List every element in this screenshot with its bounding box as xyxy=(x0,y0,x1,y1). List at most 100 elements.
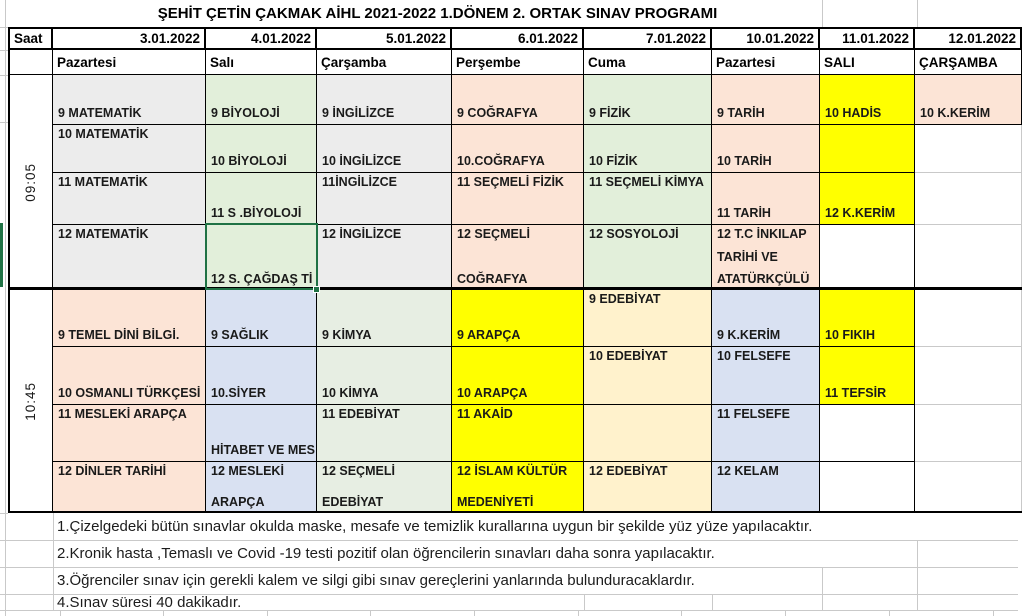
schedule-cell[interactable] xyxy=(820,225,915,290)
schedule-cell[interactable]: 11 TARİH xyxy=(712,173,820,225)
schedule-cell[interactable]: 10 FIKIH xyxy=(820,290,915,347)
cell-text: 10 ARAPÇA xyxy=(457,386,528,400)
day-header-cell[interactable]: Pazartesi xyxy=(712,50,820,75)
schedule-cell[interactable]: 10 İNGİLİZCE xyxy=(317,125,452,173)
schedule-cell[interactable]: 10 OSMANLI TÜRKÇESİ xyxy=(53,347,206,405)
schedule-cell[interactable]: 10.SİYER xyxy=(206,347,317,405)
note-cell[interactable]: 2.Kronik hasta ,Temaslı ve Covid -19 tes… xyxy=(57,545,715,562)
schedule-cell[interactable]: 11 SEÇMELİ KİMYA xyxy=(584,173,712,225)
schedule-cell[interactable]: 12 SEÇMELİ EDEBİYAT xyxy=(317,462,452,513)
gridline xyxy=(584,594,585,610)
schedule-cell[interactable]: 11İNGİLİZCE xyxy=(317,173,452,225)
gridline xyxy=(5,594,1018,595)
schedule-cell[interactable]: 10 ARAPÇA xyxy=(452,347,584,405)
schedule-cell[interactable] xyxy=(915,462,1022,513)
date-header-cell[interactable]: 6.01.2022 xyxy=(452,27,584,50)
schedule-cell[interactable]: 9 MATEMATİK xyxy=(53,75,206,125)
schedule-cell[interactable] xyxy=(915,173,1022,225)
schedule-cell[interactable]: 9 İNGİLİZCE xyxy=(317,75,452,125)
schedule-cell[interactable]: 11 EDEBİYAT xyxy=(317,405,452,462)
schedule-cell[interactable] xyxy=(820,462,915,513)
schedule-cell[interactable]: 9 FİZİK xyxy=(584,75,712,125)
cell-text: 11 SEÇMELİ KİMYA xyxy=(589,175,704,189)
day-header-cell[interactable]: Perşembe xyxy=(452,50,584,75)
schedule-cell[interactable]: 12 EDEBİYAT xyxy=(584,462,712,513)
schedule-cell[interactable] xyxy=(820,125,915,173)
date-header-cell[interactable]: 3.01.2022 xyxy=(53,27,206,50)
schedule-cell[interactable]: 9 ARAPÇA xyxy=(452,290,584,347)
note-cell[interactable]: 3.Öğrenciler sınav için gerekli kalem ve… xyxy=(57,572,695,589)
schedule-cell[interactable]: 12 KELAM xyxy=(712,462,820,513)
schedule-cell[interactable]: 11 SEÇMELİ FİZİK xyxy=(452,173,584,225)
date-header-cell[interactable]: 7.01.2022 xyxy=(584,27,712,50)
gridline xyxy=(822,0,823,27)
date-header-cell[interactable]: 11.01.2022 xyxy=(820,27,915,50)
day-header-cell[interactable]: Çarşamba xyxy=(317,50,452,75)
schedule-cell[interactable]: 10 TARİH xyxy=(712,125,820,173)
gridline xyxy=(0,122,8,123)
schedule-cell[interactable]: 11 FELSEFE xyxy=(712,405,820,462)
note-cell[interactable]: 4.Sınav süresi 40 dakikadır. xyxy=(57,594,242,610)
schedule-cell[interactable]: 10 FELSEFE xyxy=(712,347,820,405)
title-cell[interactable]: ŞEHİT ÇETİN ÇAKMAK AİHL 2021-2022 1.DÖNE… xyxy=(157,5,718,22)
schedule-cell[interactable]: 11 S .BİYOLOJİ xyxy=(206,173,317,225)
day-header-cell[interactable]: Salı xyxy=(206,50,317,75)
schedule-cell[interactable]: 11 MATEMATİK xyxy=(53,173,206,225)
schedule-cell[interactable]: 9 SAĞLIK xyxy=(206,290,317,347)
date-header-cell[interactable]: 10.01.2022 xyxy=(712,27,820,50)
time-cell[interactable]: 10:45 xyxy=(8,290,53,513)
schedule-cell[interactable]: 9 TARİH xyxy=(712,75,820,125)
schedule-cell[interactable]: 12 MATEMATİK xyxy=(53,225,206,290)
schedule-cell[interactable] xyxy=(820,405,915,462)
schedule-cell[interactable]: 12 İNGİLİZCE xyxy=(317,225,452,290)
schedule-cell[interactable]: 10 HADİS xyxy=(820,75,915,125)
schedule-cell[interactable]: 12 MESLEKİ ARAPÇA xyxy=(206,462,317,513)
saat-day-empty-cell[interactable] xyxy=(8,50,53,75)
schedule-cell[interactable] xyxy=(915,347,1022,405)
saat-header-cell[interactable]: Saat xyxy=(8,27,53,50)
schedule-cell[interactable]: 10 KİMYA xyxy=(317,347,452,405)
schedule-cell[interactable]: 9 EDEBİYAT xyxy=(584,290,712,347)
cell-text: 11 AKAİD xyxy=(457,407,513,421)
schedule-cell[interactable]: 9 TEMEL DİNİ BİLGİ. xyxy=(53,290,206,347)
cell-text: 9 EDEBİYAT xyxy=(589,292,661,306)
schedule-cell[interactable]: 12 SEÇMELİ COĞRAFYA xyxy=(452,225,584,290)
schedule-cell[interactable]: 10.COĞRAFYA xyxy=(452,125,584,173)
schedule-cell[interactable]: 11 AKAİD xyxy=(452,405,584,462)
day-header-cell[interactable]: Cuma xyxy=(584,50,712,75)
date-header-cell[interactable]: 4.01.2022 xyxy=(206,27,317,50)
schedule-cell[interactable] xyxy=(915,405,1022,462)
schedule-cell[interactable]: 9 KİMYA xyxy=(317,290,452,347)
schedule-cell[interactable]: 12 T.C İNKILAP TARİHİ VE ATATÜRKÇÜLÜ xyxy=(712,225,820,290)
schedule-cell[interactable]: HİTABET VE MES xyxy=(206,405,317,462)
schedule-cell[interactable] xyxy=(915,290,1022,347)
schedule-cell[interactable]: 12 DİNLER TARİHİ xyxy=(53,462,206,513)
note-cell[interactable]: 1.Çizelgedeki bütün sınavlar okulda mask… xyxy=(57,518,813,535)
schedule-cell[interactable]: 11 MESLEKİ ARAPÇA xyxy=(53,405,206,462)
schedule-cell[interactable]: 10 MATEMATİK xyxy=(53,125,206,173)
schedule-cell[interactable]: 10 BİYOLOJİ xyxy=(206,125,317,173)
schedule-cell[interactable]: 10 K.KERİM xyxy=(915,75,1022,125)
day-header-cell[interactable]: SALI xyxy=(820,50,915,75)
schedule-cell[interactable]: 9 COĞRAFYA xyxy=(452,75,584,125)
schedule-cell[interactable]: 9 BİYOLOJİ xyxy=(206,75,317,125)
schedule-cell[interactable]: 12 S. ÇAĞDAŞ Tİ xyxy=(206,225,317,290)
schedule-cell[interactable]: 9 K.KERİM xyxy=(712,290,820,347)
schedule-cell[interactable]: 10 EDEBİYAT xyxy=(584,347,712,405)
fill-handle[interactable] xyxy=(313,286,320,293)
schedule-cell[interactable] xyxy=(584,405,712,462)
schedule-cell[interactable]: 10 FİZİK xyxy=(584,125,712,173)
date-header-cell[interactable]: 12.01.2022 xyxy=(915,27,1022,50)
schedule-cell[interactable]: 12 İSLAM KÜLTÜR MEDENİYETİ xyxy=(452,462,584,513)
time-cell[interactable]: 09:05 xyxy=(8,75,53,290)
schedule-cell[interactable] xyxy=(915,125,1022,173)
day-header-cell[interactable]: Pazartesi xyxy=(53,50,206,75)
day-header-cell[interactable]: ÇARŞAMBA xyxy=(915,50,1022,75)
schedule-cell[interactable]: 11 TEFSİR xyxy=(820,347,915,405)
schedule-cell[interactable]: 12 SOSYOLOJİ xyxy=(584,225,712,290)
schedule-cell[interactable]: 12 K.KERİM xyxy=(820,173,915,225)
cell-text: MEDENİYETİ xyxy=(457,495,534,509)
date-header-cell[interactable]: 5.01.2022 xyxy=(317,27,452,50)
schedule-cell[interactable] xyxy=(915,225,1022,290)
